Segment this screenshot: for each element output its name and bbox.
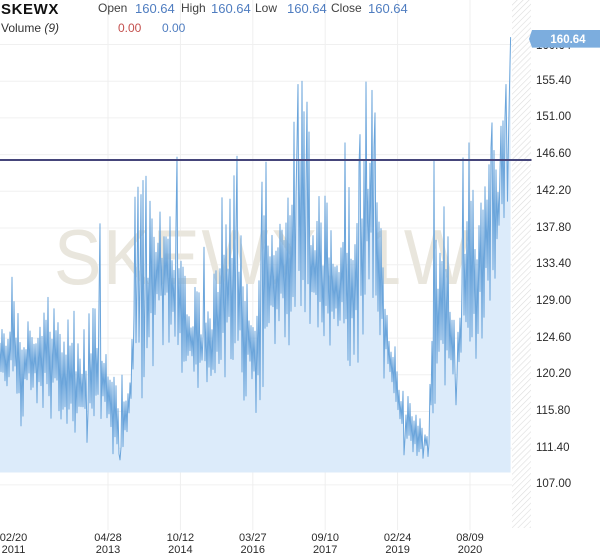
svg-text:160.64: 160.64	[550, 34, 586, 46]
